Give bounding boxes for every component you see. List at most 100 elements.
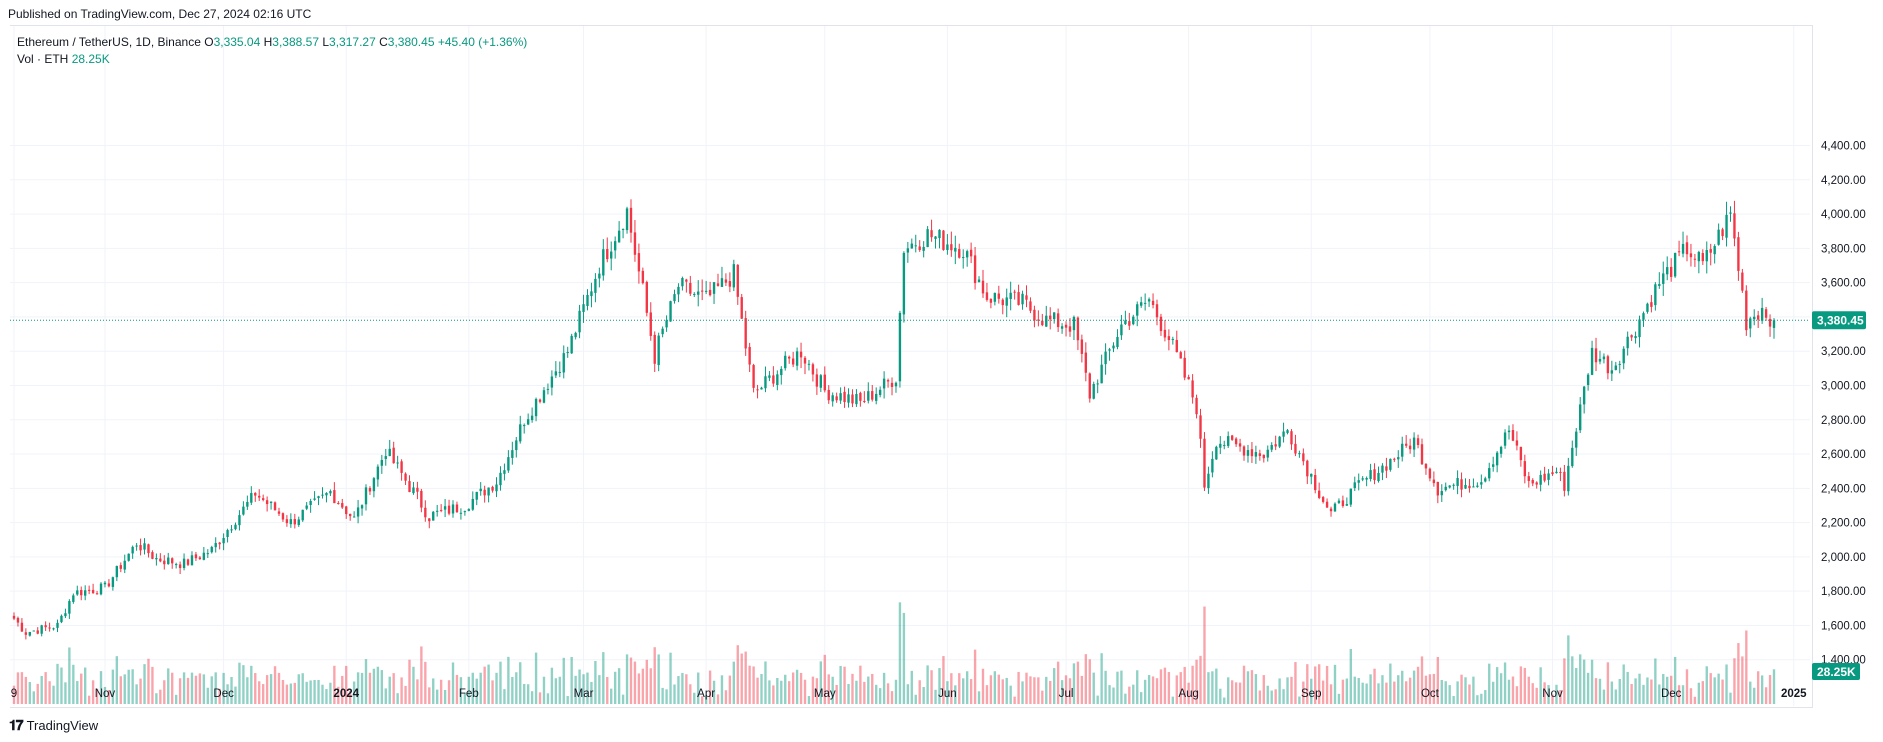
x-tick-label: Aug	[1178, 688, 1198, 700]
volume-bar	[147, 658, 150, 704]
candle-body	[772, 375, 775, 384]
candle-body	[1511, 430, 1515, 441]
volume-bar	[1009, 685, 1012, 704]
volume-bar	[1440, 679, 1443, 704]
volume-bar	[1017, 671, 1020, 704]
y-tick-label: 2,000.00	[1821, 552, 1866, 564]
y-tick-label: 4,200.00	[1821, 175, 1866, 187]
candle-body	[898, 312, 902, 382]
candle-body	[475, 491, 478, 500]
volume-bar	[1768, 675, 1772, 704]
candle-body	[273, 502, 277, 511]
volume-bar	[131, 669, 134, 704]
candle-body	[685, 279, 688, 282]
candle-body	[1128, 321, 1131, 326]
volume-bar	[167, 668, 170, 704]
x-tick-label: Apr	[697, 688, 715, 700]
candle-body	[594, 278, 597, 293]
candle-body	[1551, 472, 1554, 475]
candle-body	[930, 230, 933, 238]
volume-bar	[1535, 687, 1538, 704]
candle-body	[151, 552, 154, 559]
volume-bar	[1523, 667, 1527, 704]
candles	[12, 199, 1776, 640]
volume-bar	[1112, 687, 1115, 704]
candle-body	[1658, 284, 1661, 286]
candle-body	[1274, 444, 1277, 447]
candle-body	[1266, 449, 1269, 458]
volume-bar	[471, 672, 474, 704]
candle-body	[1448, 485, 1451, 488]
volume-bar	[143, 664, 146, 704]
volume-bar	[1567, 635, 1570, 704]
volume-bar	[1211, 671, 1214, 704]
candle-body	[471, 498, 474, 510]
volume-bar	[1068, 678, 1072, 704]
x-tick-label: 2025	[1781, 688, 1807, 700]
volume-bar	[1238, 682, 1242, 704]
candle-body	[997, 293, 1000, 299]
candle-body	[1242, 446, 1246, 456]
volume-bar	[681, 672, 684, 704]
candle-body	[590, 291, 593, 297]
volume-bar	[578, 669, 581, 704]
candle-body	[985, 292, 989, 300]
candle-body	[1199, 415, 1202, 439]
candle-body	[938, 229, 941, 239]
volume-bar	[930, 670, 933, 704]
candle-body	[107, 583, 111, 587]
volume-bar	[277, 672, 281, 704]
volume-bar	[1377, 683, 1380, 704]
volume-bar	[831, 676, 834, 704]
last-price-badge-text: 3,380.45	[1817, 313, 1864, 327]
volume-bar	[926, 665, 929, 704]
candle-body	[621, 228, 625, 230]
candle-body	[388, 448, 391, 457]
volume-bar	[803, 679, 807, 704]
volume-bar	[329, 682, 332, 704]
volume-bar	[1179, 672, 1182, 704]
volume-bar	[1685, 669, 1689, 704]
volume-bar	[586, 672, 589, 704]
legend-symbol[interactable]: Ethereum / TetherUS, 1D, Binance	[17, 35, 201, 49]
x-tick-label: Sep	[1301, 688, 1321, 700]
volume-bar	[1563, 658, 1566, 704]
candle-body	[416, 487, 419, 492]
volume-bar	[708, 670, 712, 704]
candle-body	[554, 371, 558, 376]
candle-body	[135, 545, 138, 547]
candle-body	[1377, 472, 1380, 482]
volume-bar	[1753, 687, 1756, 704]
candle-body	[24, 632, 28, 635]
volume-bar	[416, 679, 419, 704]
tradingview-logo[interactable]: 𝟏𝟕 TradingView	[9, 717, 98, 734]
candle-body	[890, 382, 894, 387]
last-price-badge-bg	[1812, 311, 1866, 330]
volume-bar	[305, 681, 308, 704]
candle-body	[1666, 267, 1669, 275]
volume-bar	[1745, 630, 1748, 704]
candle-body	[325, 492, 328, 496]
volume-bar	[760, 673, 763, 704]
volume-bar	[515, 672, 518, 704]
volume-bar	[198, 673, 202, 704]
candle-body	[1219, 443, 1222, 448]
candle-body	[1258, 453, 1262, 456]
candle-body	[451, 504, 455, 514]
candle-body	[99, 583, 103, 595]
volume-bar	[1484, 690, 1487, 704]
volume-bar	[325, 689, 328, 704]
volume-bar	[914, 694, 917, 704]
volume-bar	[1183, 666, 1186, 704]
candle-body	[756, 389, 759, 391]
candle-body	[1646, 303, 1649, 312]
volume-bar	[1349, 648, 1352, 704]
candle-body	[503, 470, 506, 474]
volume-bar	[68, 647, 71, 704]
volume-bar	[1369, 674, 1372, 704]
volume-bar	[1155, 678, 1159, 704]
volume-bar	[1013, 696, 1016, 704]
legend-volume-label[interactable]: Vol · ETH	[17, 52, 69, 66]
volume-bar	[776, 678, 779, 704]
